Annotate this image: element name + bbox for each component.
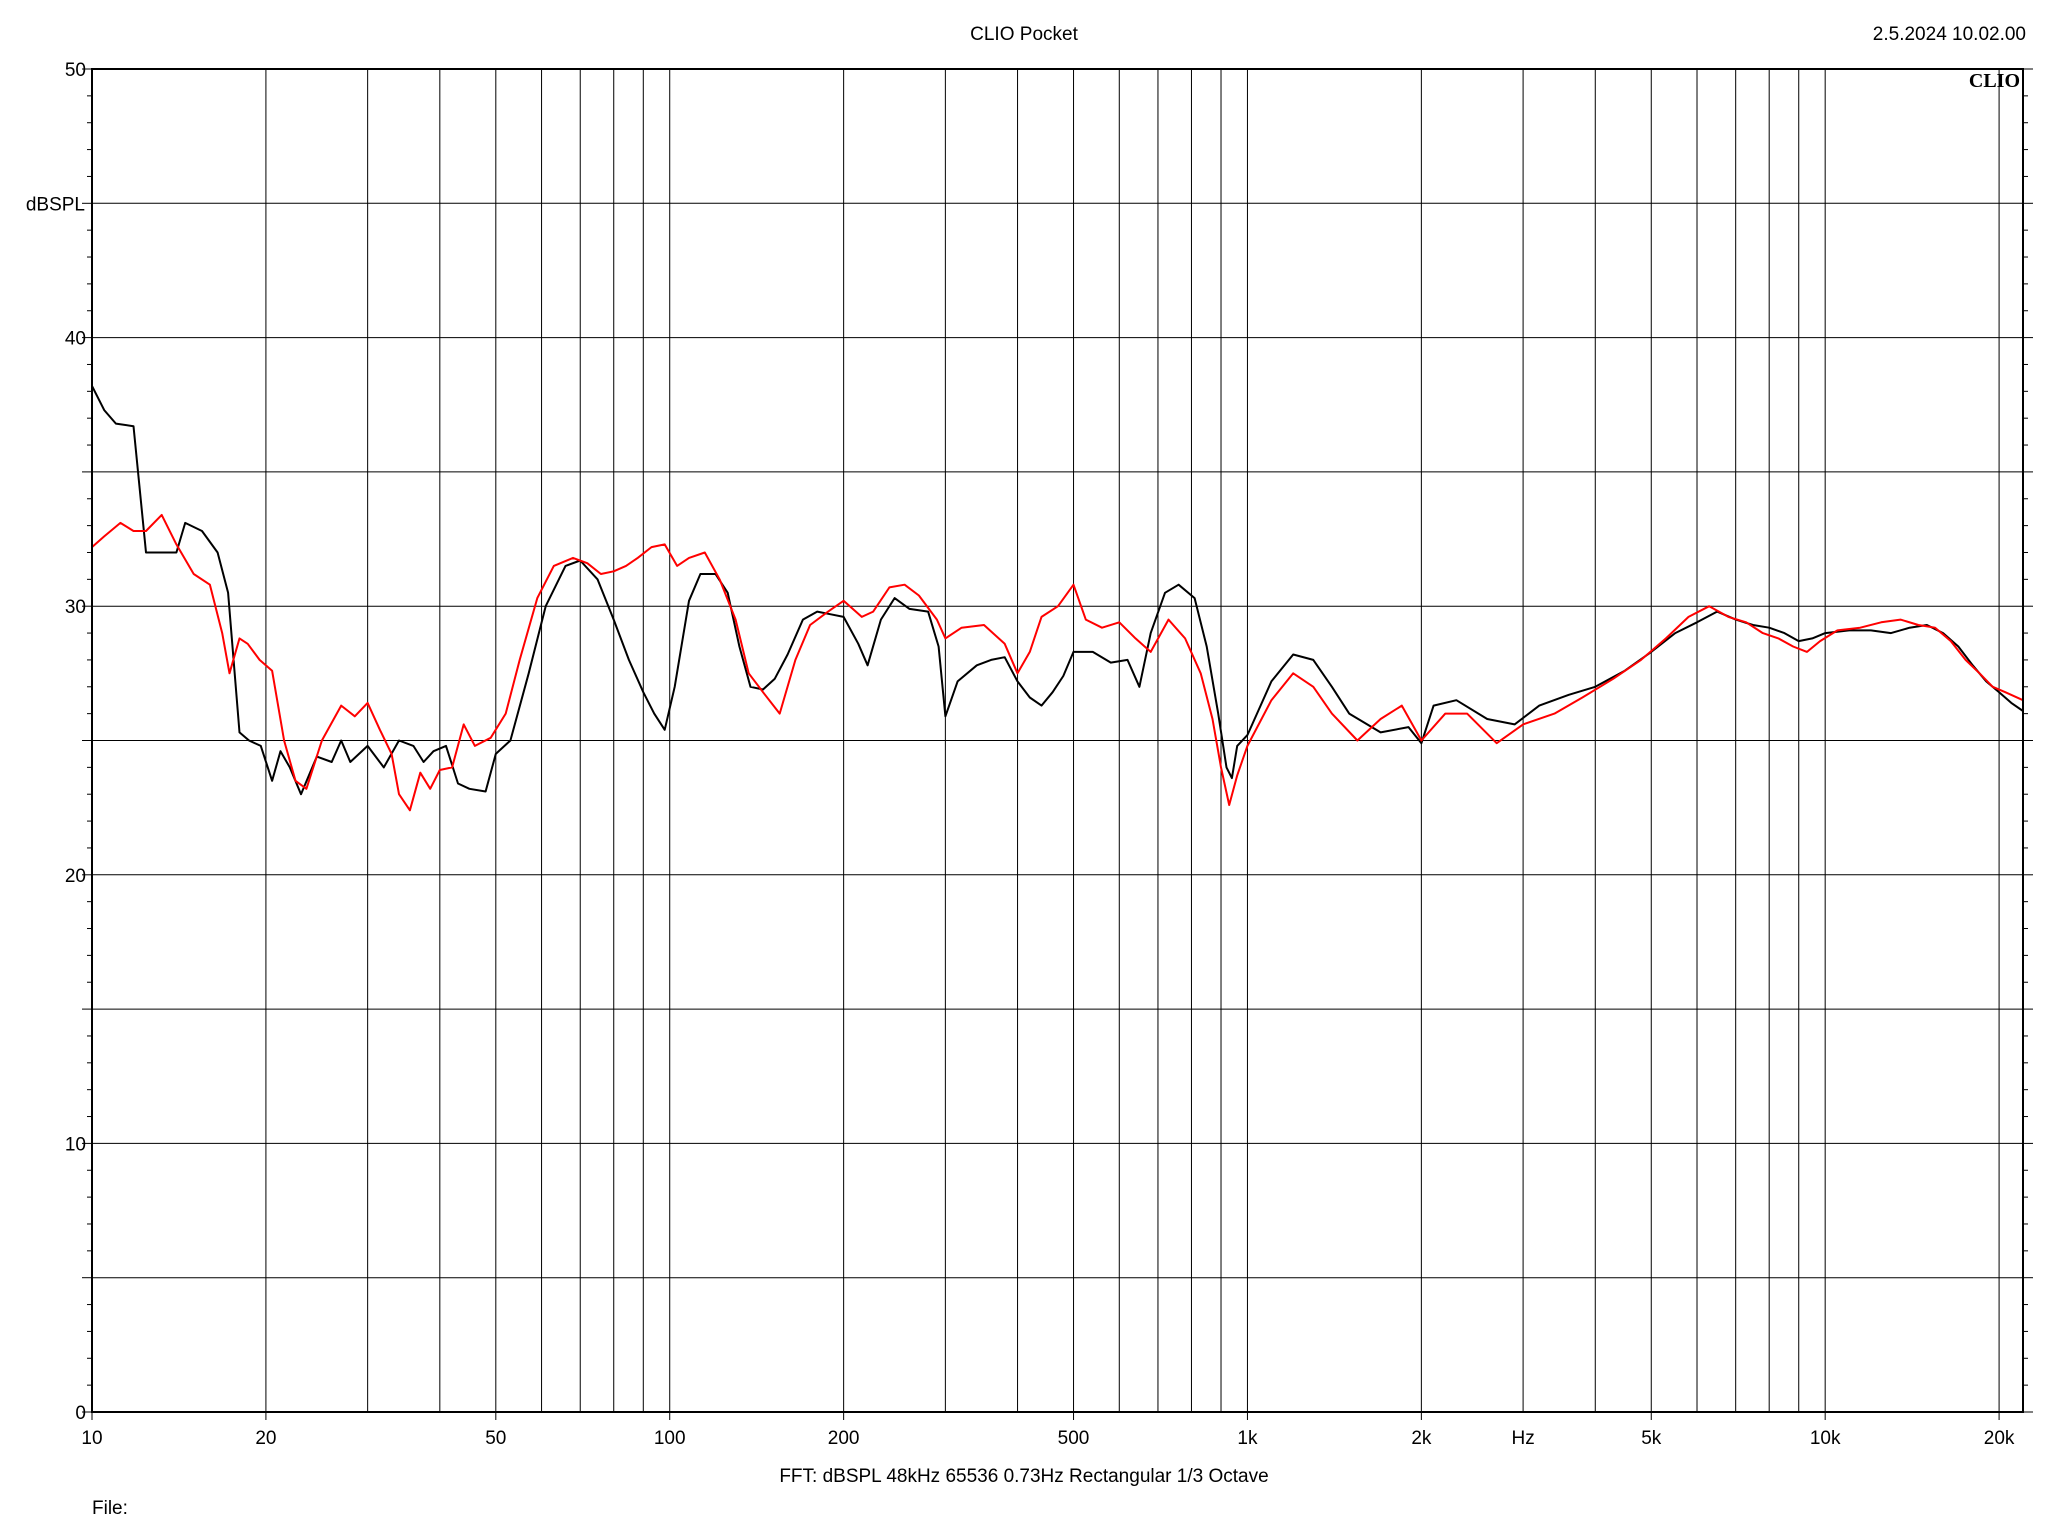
axis-ticks: 0 10 20 30 40 50 10 20 50 100 200 500 1k 2k 5k 10k 20k — [65, 60, 2033, 1449]
y-tick-label: 20 — [65, 866, 86, 887]
x-tick-label: 100 — [654, 1428, 686, 1449]
y-tick-label: 40 — [65, 329, 86, 350]
file-label: File: — [92, 1498, 128, 1519]
x-tick-label: 10 — [81, 1428, 102, 1449]
x-tick-label: 20k — [1984, 1428, 2015, 1449]
y-tick-label: 0 — [75, 1403, 86, 1424]
x-tick-label: 10k — [1810, 1428, 1841, 1449]
chart-title: CLIO Pocket — [970, 24, 1078, 45]
timestamp: 2.5.2024 10.02.00 — [1872, 24, 2026, 45]
brand-logo: CLIO — [1969, 70, 2020, 92]
x-axis-unit-label: Hz — [1511, 1428, 1534, 1449]
series-line-2 — [91, 513, 2024, 812]
grid — [92, 68, 2023, 1413]
y-tick-label: 10 — [65, 1134, 86, 1155]
y-tick-label: 30 — [65, 597, 86, 618]
x-tick-label: 200 — [828, 1428, 860, 1449]
y-axis-label: dBSPL — [26, 194, 85, 215]
x-tick-label: 50 — [485, 1428, 506, 1449]
series-lines — [91, 385, 2024, 812]
plot-frame — [91, 68, 2024, 1413]
x-tick-label: 20 — [255, 1428, 276, 1449]
measurement-settings: FFT: dBSPL 48kHz 65536 0.73Hz Rectangula… — [779, 1466, 1269, 1487]
x-tick-label: 2k — [1411, 1428, 1432, 1449]
y-tick-label: 50 — [65, 60, 86, 81]
x-tick-label: 500 — [1058, 1428, 1090, 1449]
x-tick-label: 1k — [1237, 1428, 1258, 1449]
series-line-1 — [91, 385, 2024, 796]
x-tick-label: 5k — [1641, 1428, 1662, 1449]
